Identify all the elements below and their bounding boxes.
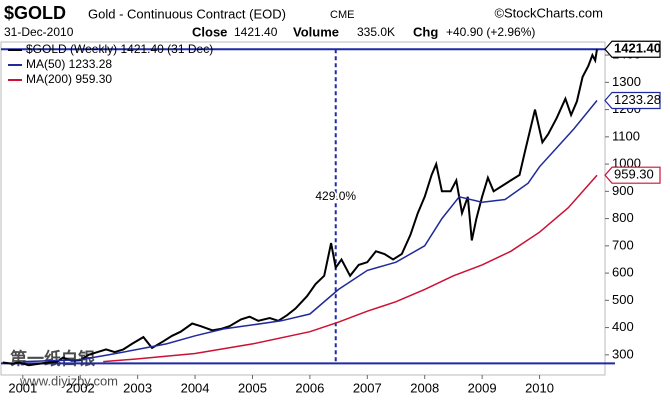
close-label: Close <box>192 24 227 39</box>
y-tick-label: 600 <box>612 265 634 280</box>
series-line <box>103 174 598 363</box>
volume-label: Volume <box>293 24 339 39</box>
symbol: $GOLD <box>4 3 66 23</box>
chg-label: Chg <box>413 24 438 39</box>
x-tick-label: 2001 <box>8 380 37 395</box>
watermark-url: www.diyizby.com <box>19 373 118 388</box>
x-tick-label: 2008 <box>410 380 439 395</box>
y-tick-label: 800 <box>612 210 634 225</box>
legend-label: MA(200) 959.30 <box>26 72 112 86</box>
x-tick-label: 2005 <box>238 380 267 395</box>
series-line <box>22 100 598 363</box>
end-tag <box>604 40 661 58</box>
x-tick-label: 2004 <box>181 380 210 395</box>
plot-frame <box>0 41 606 376</box>
y-tick-label: 900 <box>612 183 634 198</box>
y-tick-label: 500 <box>612 292 634 307</box>
exchange: CME <box>330 9 354 21</box>
y-tick-label: 1300 <box>612 74 641 89</box>
volume: 335.0K <box>357 25 395 39</box>
end-tag <box>604 166 661 184</box>
end-tag-label: 1233.28 <box>614 92 661 107</box>
x-tick-label: 2007 <box>353 380 382 395</box>
series-line <box>2 49 598 367</box>
close: 1421.40 <box>234 25 278 39</box>
description: Gold - Continuous Contract (EOD) <box>88 6 286 21</box>
date: 31-Dec-2010 <box>4 25 74 39</box>
y-tick-label: 300 <box>612 346 634 361</box>
y-tick-label: 400 <box>612 319 634 334</box>
x-tick-label: 2003 <box>123 380 152 395</box>
y-tick-label: 1100 <box>612 128 640 143</box>
x-tick-label: 2009 <box>468 380 497 395</box>
end-tag-label: 959.30 <box>614 167 654 182</box>
end-tag <box>604 91 661 110</box>
end-tag-label: 1421.40 <box>614 41 661 56</box>
x-tick-label: 2002 <box>66 380 95 395</box>
source: ©StockCharts.com <box>494 5 603 20</box>
x-tick-label: 2006 <box>295 380 324 395</box>
measure-label: 429.0% <box>315 189 356 203</box>
x-tick-label: 2010 <box>525 380 554 395</box>
chg: +40.90 (+2.96%) <box>446 25 535 39</box>
legend-label: MA(50) 1233.28 <box>26 57 112 71</box>
legend-label: $GOLD (Weekly) 1421.40 (31 Dec) <box>26 42 213 56</box>
y-tick-label: 700 <box>612 237 634 252</box>
